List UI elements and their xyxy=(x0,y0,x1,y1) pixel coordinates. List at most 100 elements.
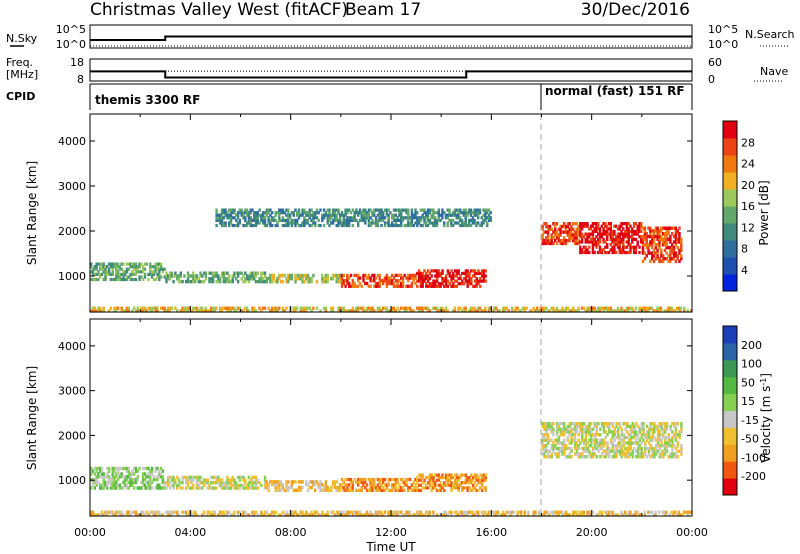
rti-cell xyxy=(647,430,651,434)
rti-cell xyxy=(156,486,159,490)
rti-cell xyxy=(312,273,315,278)
rti-cell xyxy=(661,232,665,236)
rti-cell xyxy=(236,510,240,514)
rti-cell xyxy=(452,476,455,480)
rti-cell xyxy=(274,309,277,313)
rti-cell xyxy=(489,211,492,215)
rti-cell xyxy=(335,213,338,217)
rti-cell xyxy=(328,211,331,215)
rti-cell xyxy=(631,435,634,440)
rti-cell xyxy=(471,476,475,480)
rti-cell xyxy=(224,279,227,284)
rti-cell xyxy=(644,435,647,440)
rti-cell xyxy=(437,476,441,480)
rti-cell xyxy=(158,275,161,279)
rti-cell xyxy=(328,213,331,217)
rti-cell xyxy=(573,222,577,226)
plot-title: Christmas Valley West (fitACF) xyxy=(90,0,348,20)
rti-cell xyxy=(615,430,618,434)
rti-cell xyxy=(179,481,182,485)
rti-cell xyxy=(604,240,607,244)
rti-cell xyxy=(405,510,408,514)
rti-cell xyxy=(618,435,622,440)
rti-cell xyxy=(125,510,129,514)
rti-cell xyxy=(104,475,107,479)
rti-cell xyxy=(604,222,607,226)
rti-cell xyxy=(331,213,335,217)
cpid-segment-themis: themis 3300 RF xyxy=(95,93,200,107)
rti-cell xyxy=(215,306,218,310)
rti-cell xyxy=(635,455,638,459)
rti-cell xyxy=(95,265,98,269)
rti-cell xyxy=(546,424,550,429)
rti-cell xyxy=(285,485,288,490)
rti-cell xyxy=(287,279,290,284)
rti-cell xyxy=(663,232,667,236)
rti-cell xyxy=(115,510,118,514)
rti-cell xyxy=(378,218,381,222)
rti-cell xyxy=(629,444,633,448)
rti-cell xyxy=(658,240,661,244)
rti-cell xyxy=(590,427,593,431)
rti-cell xyxy=(392,486,396,490)
rti-cell xyxy=(623,250,627,255)
rti-cell xyxy=(460,309,464,313)
rti-cell xyxy=(557,452,561,456)
rti-cell xyxy=(640,513,643,517)
rti-cell xyxy=(541,435,544,440)
rti-cell xyxy=(129,513,132,517)
rti-cell xyxy=(665,237,668,241)
rti-cell xyxy=(638,430,642,434)
rti-cell xyxy=(580,232,584,236)
rti-cell xyxy=(656,234,659,239)
rti-cell xyxy=(608,430,611,434)
rti-cell xyxy=(380,218,383,222)
rti-cell xyxy=(271,483,274,487)
rti-cell xyxy=(468,211,471,215)
rti-cell xyxy=(559,233,562,237)
rti-cell xyxy=(331,218,335,222)
rti-cell xyxy=(446,279,450,283)
rti-cell xyxy=(471,218,474,222)
rti-cell xyxy=(102,265,105,269)
rti-cell xyxy=(285,488,288,492)
rti-cell xyxy=(296,488,299,492)
rti-cell xyxy=(577,227,580,231)
rti-cell xyxy=(546,455,550,459)
rti-cell xyxy=(253,309,256,313)
rti-cell xyxy=(193,306,197,310)
rti-cell xyxy=(625,222,629,226)
rti-cell xyxy=(425,274,428,278)
rti-cell xyxy=(568,422,571,426)
rti-cell xyxy=(330,309,333,313)
rti-cell xyxy=(629,243,632,247)
rti-cell xyxy=(260,309,263,313)
y-tick-label: 1000 xyxy=(58,270,86,283)
rti-cell xyxy=(428,277,432,281)
rti-cell xyxy=(400,223,403,228)
rti-cell xyxy=(382,213,385,217)
rti-cell xyxy=(242,211,245,215)
rti-cell xyxy=(555,236,559,240)
rti-cell xyxy=(253,486,256,490)
rti-cell xyxy=(464,269,468,273)
rti-cell xyxy=(647,427,651,431)
rti-cell xyxy=(244,223,247,228)
rti-cell xyxy=(577,230,580,234)
rti-cell xyxy=(279,480,283,484)
rti-cell xyxy=(292,309,295,313)
colorbar-tick-label: 4 xyxy=(741,264,748,277)
rti-cell xyxy=(678,251,681,255)
rti-cell xyxy=(500,513,503,517)
rti-cell xyxy=(595,433,598,437)
colorbar-segment xyxy=(723,189,737,207)
rti-cell xyxy=(357,480,360,484)
rti-cell xyxy=(392,510,396,514)
rti-cell xyxy=(176,510,179,514)
rti-cell xyxy=(649,422,652,426)
rti-cell xyxy=(586,248,589,252)
rti-cell xyxy=(394,208,397,212)
rti-cell xyxy=(432,279,435,283)
rti-cell xyxy=(133,486,136,490)
rti-cell xyxy=(561,427,564,431)
